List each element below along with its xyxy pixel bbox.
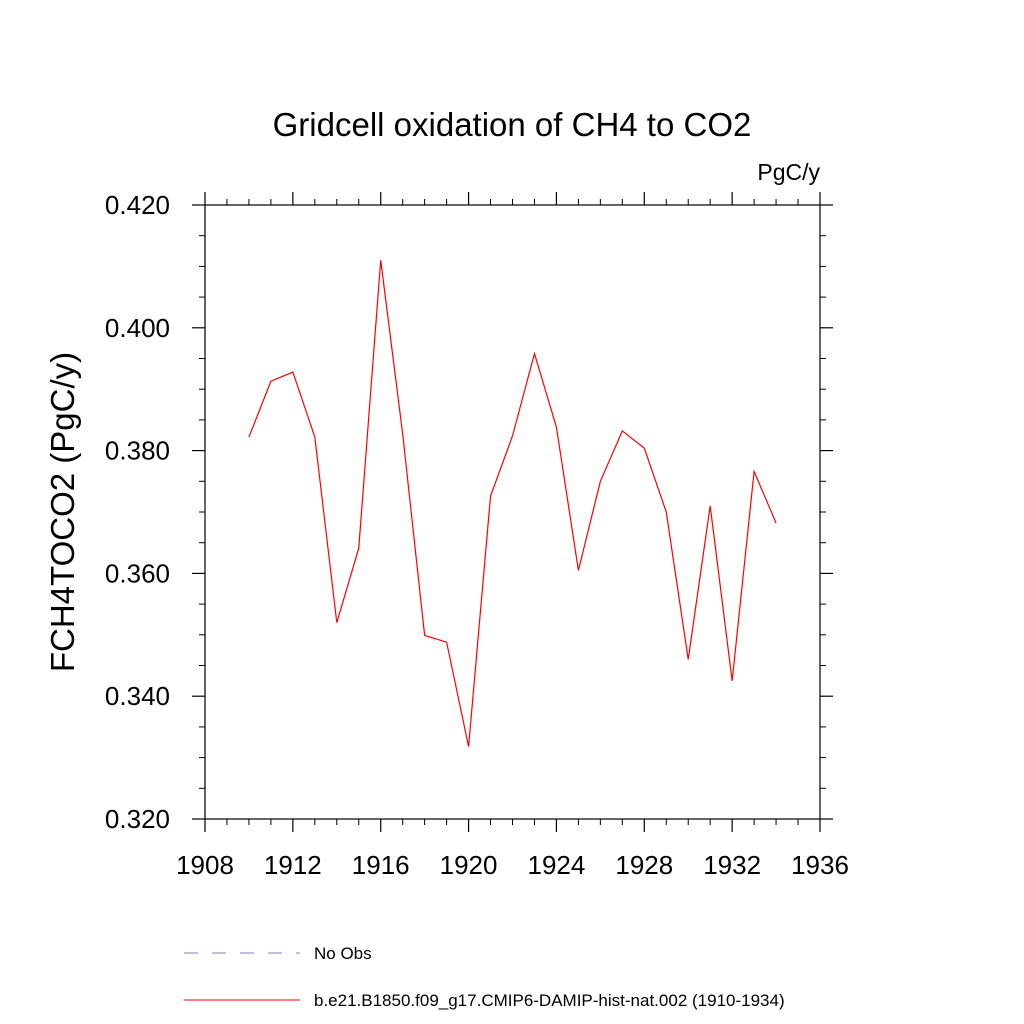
x-tick-label: 1912 [264,850,322,880]
x-tick-label: 1928 [615,850,673,880]
y-tick-label: 0.360 [105,558,170,588]
x-tick-label: 1932 [703,850,761,880]
y-axis: 0.320 0.340 0.360 0.380 0.400 0.420 [105,190,833,834]
x-tick-label: 1916 [352,850,410,880]
series-layer [248,260,777,747]
x-tick-label: 1920 [440,850,498,880]
x-axis: 1908 1912 1916 1920 1924 1928 1932 1936 [176,192,849,880]
legend-label-no-obs: No Obs [314,944,372,963]
plot-frame [204,204,821,820]
y-tick-label: 0.340 [105,681,170,711]
y-tick-label: 0.400 [105,313,170,343]
minor-ticks [199,199,826,825]
units-label: PgC/y [757,159,820,185]
legend-label-model: b.e21.B1850.f09_g17.CMIP6-DAMIP-hist-nat… [314,991,785,1010]
x-tick-label: 1936 [791,850,849,880]
y-axis-label: FCH4TOCO2 (PgC/y) [44,352,81,672]
x-tick-label: 1908 [176,850,234,880]
y-tick-label: 0.380 [105,436,170,466]
legend: No Obs b.e21.B1850.f09_g17.CMIP6-DAMIP-h… [184,944,785,1010]
x-tick-label: 1924 [528,850,586,880]
chart-title: Gridcell oxidation of CH4 to CO2 [273,106,752,143]
y-tick-label: 0.420 [105,190,170,220]
y-tick-label: 0.320 [105,804,170,834]
series-line [248,260,777,747]
